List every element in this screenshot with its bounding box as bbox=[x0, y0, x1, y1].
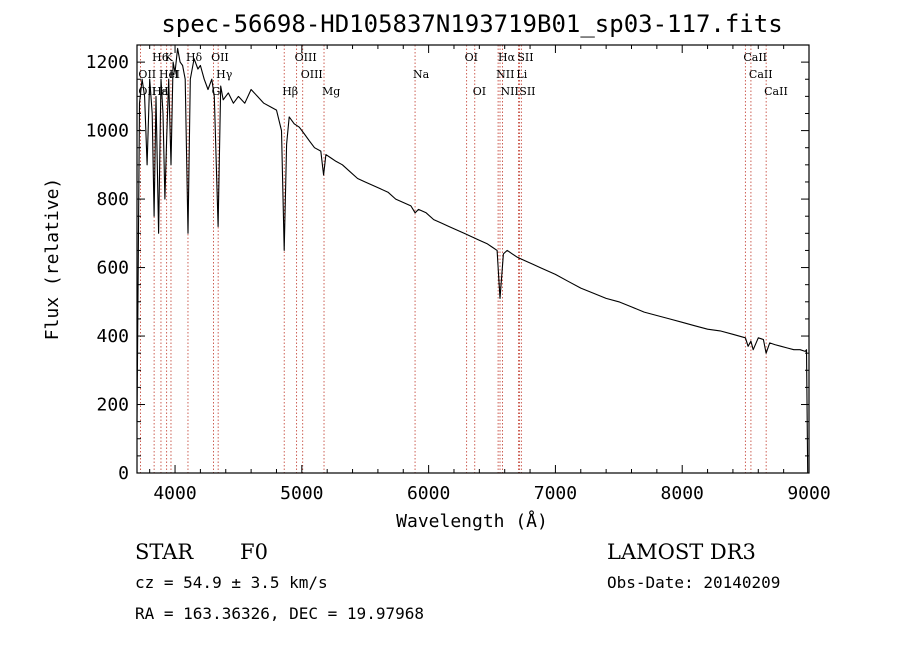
y-tick-label: 1000 bbox=[86, 121, 129, 142]
line-label: Hγ bbox=[216, 68, 233, 81]
line-label: OII bbox=[138, 68, 156, 81]
line-label: H bbox=[169, 68, 179, 81]
line-label: NII bbox=[496, 68, 514, 81]
line-label: H6 bbox=[152, 51, 169, 64]
line-label: CaII bbox=[749, 68, 773, 81]
line-label: OI bbox=[473, 85, 486, 98]
y-axis-label: Flux (relative) bbox=[42, 178, 63, 341]
survey-name: LAMOST DR3 bbox=[607, 540, 756, 564]
line-label: He bbox=[159, 68, 175, 81]
x-tick-label: 8000 bbox=[661, 483, 704, 504]
x-tick-label: 7000 bbox=[534, 483, 577, 504]
line-label: OII bbox=[211, 51, 229, 64]
y-tick-label: 200 bbox=[96, 395, 129, 416]
object-subclass: F0 bbox=[240, 540, 268, 564]
line-label: Hα bbox=[498, 51, 516, 64]
line-label: OIII bbox=[295, 51, 317, 64]
line-label: Mg bbox=[322, 85, 340, 98]
line-label: Li bbox=[516, 68, 527, 81]
y-axis-ticks: 0 200 400 600 800 1000 1200 bbox=[86, 44, 809, 484]
line-label: SII bbox=[519, 85, 535, 98]
observation-date: Obs-Date: 20140209 bbox=[607, 573, 780, 592]
y-tick-label: 0 bbox=[118, 463, 129, 484]
line-label: H bbox=[159, 85, 169, 98]
x-tick-label: 5000 bbox=[280, 483, 323, 504]
y-tick-label: 800 bbox=[96, 189, 129, 210]
chart-title: spec-56698-HD105837N193719B01_sp03-117.f… bbox=[161, 10, 782, 38]
line-label: OI bbox=[465, 51, 478, 64]
line-label: Hδ bbox=[186, 51, 203, 64]
x-tick-label: 9000 bbox=[787, 483, 830, 504]
line-label: OII bbox=[138, 85, 156, 98]
x-tick-label: 6000 bbox=[407, 483, 450, 504]
line-label: I bbox=[176, 68, 180, 81]
coordinates: RA = 163.36326, DEC = 19.97968 bbox=[135, 604, 424, 623]
line-label: G bbox=[212, 85, 221, 98]
line-label: CaII bbox=[764, 85, 788, 98]
y-tick-label: 600 bbox=[96, 258, 129, 279]
object-class: STAR bbox=[135, 540, 194, 564]
line-label: CaII bbox=[743, 51, 767, 64]
plot-frame bbox=[136, 44, 810, 474]
line-label: NII bbox=[501, 85, 519, 98]
line-label: SII bbox=[517, 51, 533, 64]
redshift-velocity: cz = 54.9 ± 3.5 km/s bbox=[135, 573, 328, 592]
line-label: OIII bbox=[301, 68, 323, 81]
y-tick-label: 1200 bbox=[86, 52, 129, 73]
x-axis-label: Wavelength (Å) bbox=[396, 510, 548, 532]
spectrum-line bbox=[136, 47, 809, 474]
x-axis-ticks: 4000 5000 6000 7000 8000 9000 bbox=[149, 45, 831, 504]
y-tick-label: 400 bbox=[96, 326, 129, 347]
line-label: Hβ bbox=[282, 85, 298, 98]
line-label: K bbox=[165, 51, 174, 64]
spectrum-series bbox=[136, 47, 809, 474]
x-tick-label: 4000 bbox=[153, 483, 196, 504]
line-label: Na bbox=[413, 68, 430, 81]
